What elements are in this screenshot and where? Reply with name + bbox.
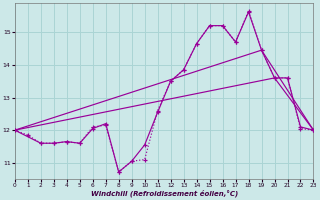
X-axis label: Windchill (Refroidissement éolien,°C): Windchill (Refroidissement éolien,°C) — [91, 190, 238, 197]
